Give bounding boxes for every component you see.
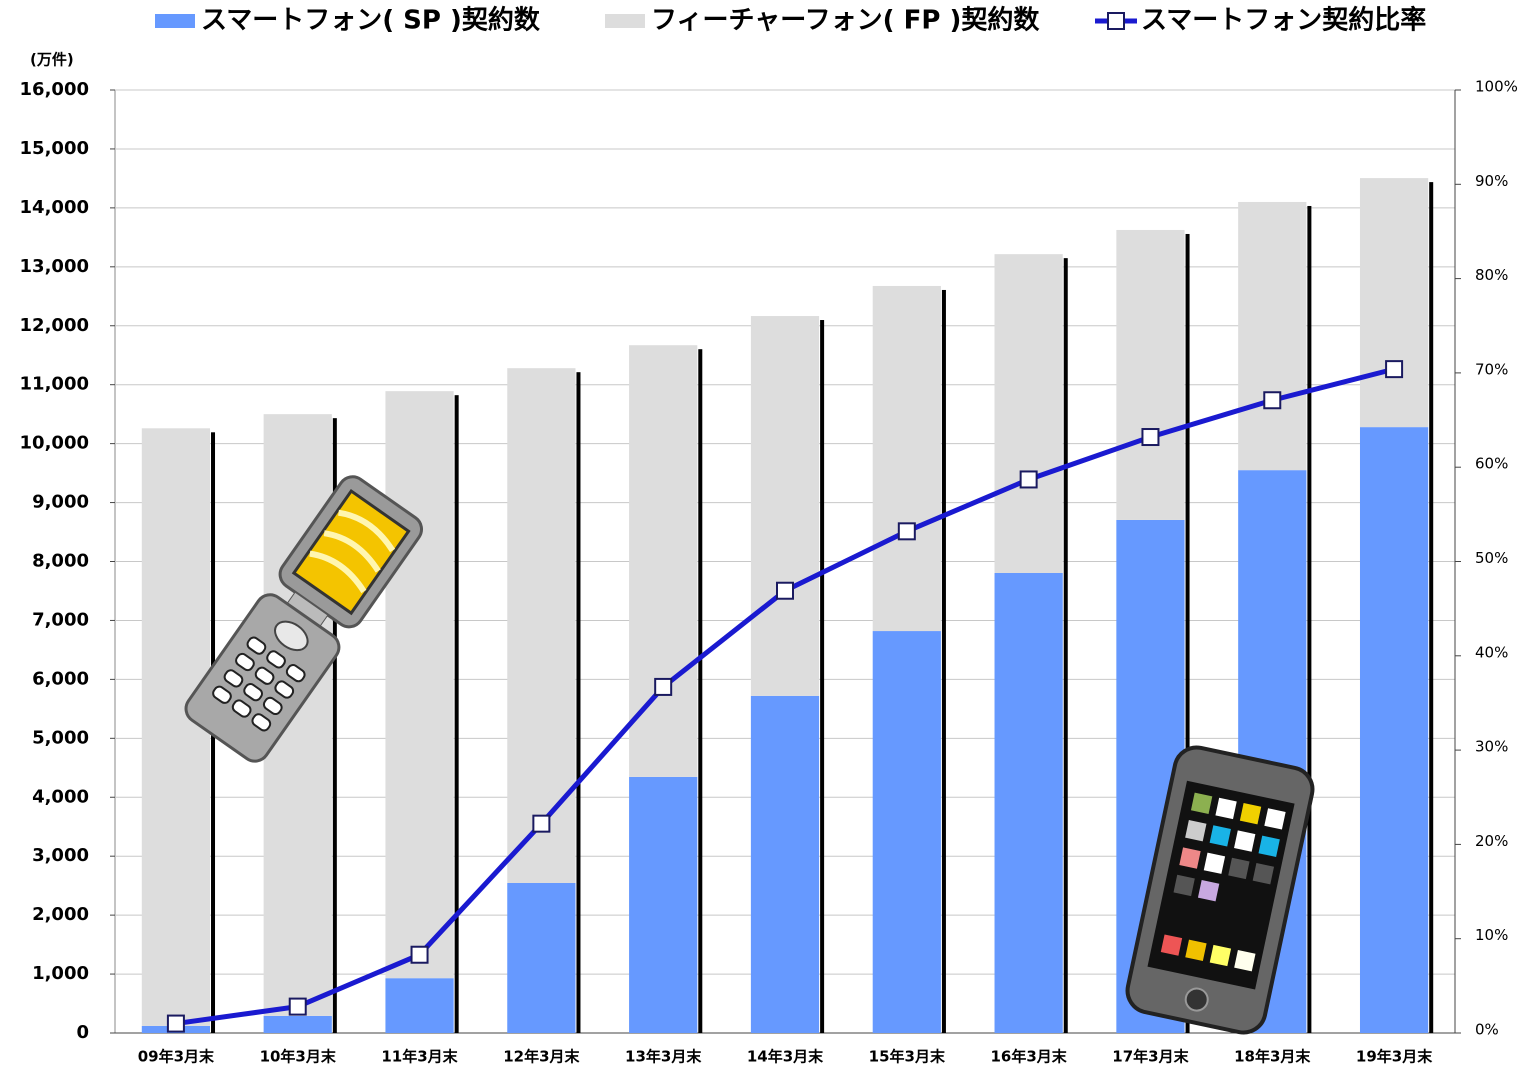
y-tick-label: 16,000 bbox=[20, 79, 89, 100]
ratio-marker bbox=[777, 583, 793, 599]
legend-marker bbox=[1108, 13, 1124, 29]
bar-segment bbox=[873, 631, 941, 1033]
y-tick-label: 2,000 bbox=[32, 904, 89, 925]
y2-tick-label: 90% bbox=[1475, 172, 1508, 190]
x-tick-label: 17年3月末 bbox=[1112, 1048, 1189, 1066]
legend-swatch bbox=[155, 14, 195, 28]
bar-segment bbox=[264, 1016, 332, 1033]
y-tick-label: 15,000 bbox=[20, 138, 89, 159]
y-tick-label: 1,000 bbox=[32, 963, 89, 984]
y2-tick-label: 30% bbox=[1475, 738, 1508, 756]
bar-shadow bbox=[1429, 182, 1433, 1033]
y-tick-label: 10,000 bbox=[20, 433, 89, 454]
ratio-marker bbox=[412, 947, 428, 963]
bar-segment bbox=[1238, 202, 1306, 470]
bar-segment bbox=[385, 978, 453, 1033]
bar-shadow bbox=[576, 372, 580, 1033]
y2-tick-label: 100% bbox=[1475, 78, 1518, 96]
y2-tick-label: 80% bbox=[1475, 266, 1508, 284]
y-tick-label: 7,000 bbox=[32, 609, 89, 630]
y-tick-label: 8,000 bbox=[32, 551, 89, 572]
x-tick-label: 12年3月末 bbox=[503, 1048, 580, 1066]
bar-segment bbox=[629, 777, 697, 1033]
y2-tick-label: 10% bbox=[1475, 926, 1508, 944]
x-tick-label: 14年3月末 bbox=[747, 1048, 824, 1066]
ratio-marker bbox=[1264, 392, 1280, 408]
ratio-marker bbox=[290, 999, 306, 1015]
bar-shadow bbox=[1307, 206, 1311, 1033]
ratio-marker bbox=[1142, 429, 1158, 445]
bar-shadow bbox=[1064, 258, 1068, 1033]
bar-segment bbox=[507, 883, 575, 1033]
y-tick-label: 14,000 bbox=[20, 197, 89, 218]
y-unit: (万件) bbox=[30, 51, 74, 69]
y-tick-label: 5,000 bbox=[32, 727, 89, 748]
y2-tick-label: 70% bbox=[1475, 360, 1508, 378]
x-tick-label: 19年3月末 bbox=[1356, 1048, 1433, 1066]
y-tick-label: 0 bbox=[76, 1022, 89, 1043]
y2-tick-label: 20% bbox=[1475, 832, 1508, 850]
y-tick-label: 11,000 bbox=[20, 374, 89, 395]
chart: (万件) 0 1,000 2,000 3,000 4,000 5,000 6,000 7,00… bbox=[0, 0, 1526, 1071]
legend-swatch bbox=[605, 14, 645, 28]
x-tick-label: 11年3月末 bbox=[381, 1048, 458, 1066]
bar-shadow bbox=[455, 395, 459, 1033]
x-tick-label: 15年3月末 bbox=[869, 1048, 946, 1066]
bar-segment bbox=[1360, 427, 1428, 1033]
y2-tick-label: 60% bbox=[1475, 455, 1508, 473]
bar-segment bbox=[1116, 230, 1184, 520]
bar-segment bbox=[751, 696, 819, 1033]
bar-segment bbox=[995, 573, 1063, 1033]
x-tick-label: 13年3月末 bbox=[625, 1048, 702, 1066]
bar-shadow bbox=[698, 349, 702, 1033]
y-tick-label: 13,000 bbox=[20, 256, 89, 277]
x-tick-label: 18年3月末 bbox=[1234, 1048, 1311, 1066]
ratio-marker bbox=[899, 523, 915, 539]
bar-segment bbox=[751, 316, 819, 696]
legend-label: スマートフォン( SP )契約数 bbox=[201, 5, 541, 36]
ratio-marker bbox=[1386, 361, 1402, 377]
y-tick-label: 9,000 bbox=[32, 492, 89, 513]
y2-tick-label: 0% bbox=[1475, 1021, 1499, 1039]
bar-shadow bbox=[820, 320, 824, 1033]
bar-segment bbox=[507, 368, 575, 883]
y-tick-label: 6,000 bbox=[32, 668, 89, 689]
legend-label: フィーチャーフォン( FP )契約数 bbox=[651, 5, 1040, 36]
ratio-marker bbox=[655, 679, 671, 695]
y-tick-label: 12,000 bbox=[20, 315, 89, 336]
bar-segment bbox=[385, 391, 453, 978]
y2-tick-label: 50% bbox=[1475, 549, 1508, 567]
y-tick-label: 4,000 bbox=[32, 786, 89, 807]
bar-segment bbox=[873, 286, 941, 631]
y-tick-label: 3,000 bbox=[32, 845, 89, 866]
bar-segment bbox=[995, 254, 1063, 573]
legend-label: スマートフォン契約比率 bbox=[1141, 5, 1426, 36]
ratio-marker bbox=[168, 1016, 184, 1032]
x-tick-label: 10年3月末 bbox=[260, 1048, 337, 1066]
ratio-marker bbox=[533, 816, 549, 832]
bar-segment bbox=[1360, 178, 1428, 427]
x-tick-label: 16年3月末 bbox=[990, 1048, 1067, 1066]
ratio-marker bbox=[1021, 471, 1037, 487]
x-tick-label: 09年3月末 bbox=[138, 1048, 215, 1066]
bar-shadow bbox=[942, 290, 946, 1033]
y2-tick-label: 40% bbox=[1475, 643, 1508, 661]
